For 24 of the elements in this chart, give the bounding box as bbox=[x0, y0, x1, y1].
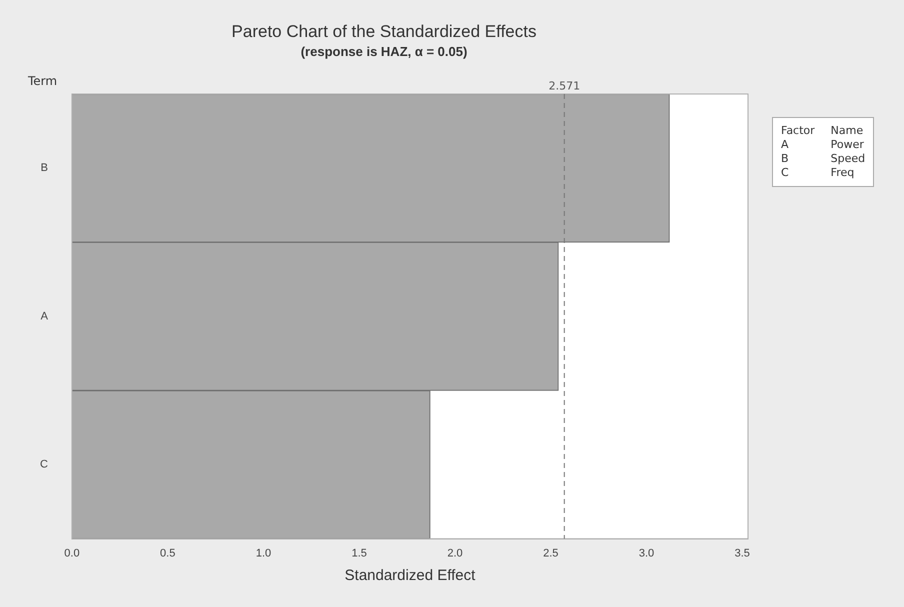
x-tick-label: 0.5 bbox=[160, 547, 176, 560]
x-tick-label: 1.0 bbox=[256, 547, 272, 560]
x-tick-label: 3.5 bbox=[734, 547, 750, 560]
x-tick-label: 3.0 bbox=[638, 547, 654, 560]
ref-line-label: 2.571 bbox=[548, 79, 580, 92]
text: Name bbox=[830, 124, 864, 138]
y-axis-title: Term bbox=[27, 74, 58, 88]
chart-subtitle: (response is HAZ, α = 0.05) bbox=[300, 44, 468, 59]
y-tick-label: A bbox=[40, 310, 49, 322]
x-tick-label: 2.0 bbox=[447, 547, 463, 560]
y-tick-label: C bbox=[40, 458, 48, 471]
text: Speed bbox=[830, 152, 866, 166]
x-tick-label: 0.0 bbox=[64, 547, 80, 560]
text: B bbox=[781, 152, 790, 166]
chart-title: Pareto Chart of the Standardized Effects bbox=[232, 22, 536, 41]
x-tick-label: 1.5 bbox=[352, 547, 367, 560]
text: Freq bbox=[830, 166, 856, 180]
y-tick-label: B bbox=[40, 162, 48, 174]
text: A bbox=[781, 138, 790, 152]
text: Factor bbox=[781, 124, 815, 138]
x-axis-title: Standardized Effect bbox=[344, 567, 476, 584]
text: C bbox=[781, 166, 790, 180]
text: Power bbox=[830, 138, 865, 152]
x-tick-label: 2.5 bbox=[543, 547, 558, 560]
